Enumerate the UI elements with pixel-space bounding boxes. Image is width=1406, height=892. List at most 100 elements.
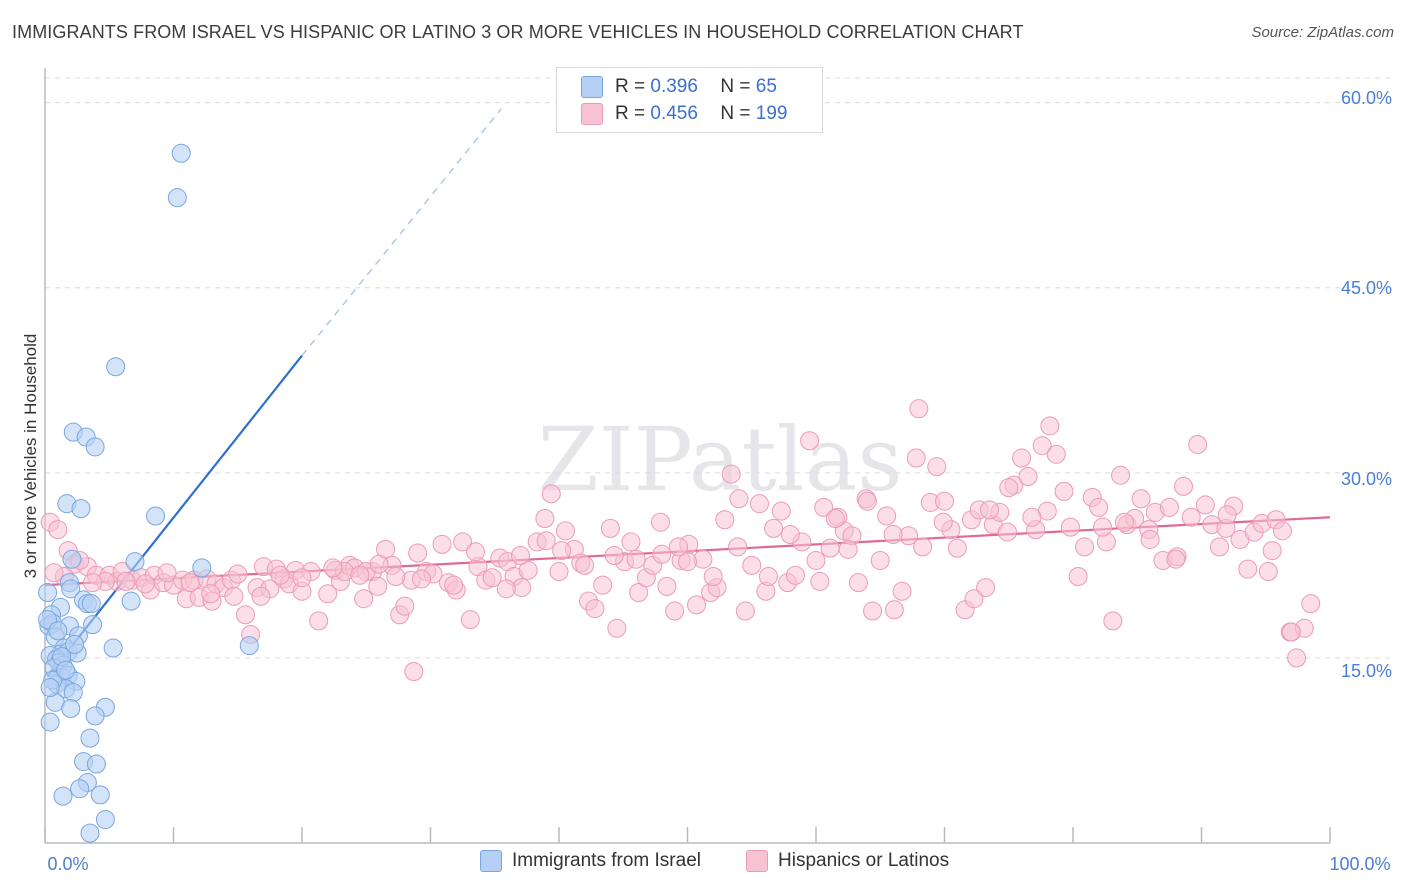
hispanic-point <box>1022 507 1042 527</box>
hispanic-point <box>1217 505 1237 525</box>
chart-title: IMMIGRANTS FROM ISRAEL VS HISPANIC OR LA… <box>12 22 1024 42</box>
hispanic-point <box>369 554 389 574</box>
hispanic-point <box>292 568 312 588</box>
hispanic-point <box>354 589 374 609</box>
israel-point <box>90 785 110 805</box>
hispanic-point <box>1032 436 1052 456</box>
hispanic-point <box>1068 566 1088 586</box>
hispanic-point <box>83 573 103 593</box>
israel-point <box>61 699 81 719</box>
legend-n-value: 199 <box>755 103 788 124</box>
israel-point <box>192 558 212 578</box>
axes <box>44 68 1331 844</box>
hispanic-point <box>1018 467 1038 487</box>
hispanic-point <box>496 579 516 599</box>
hispanic-point <box>964 589 984 609</box>
israel-point <box>70 779 90 799</box>
bottom-legend-swatch-hispanic <box>746 850 768 872</box>
hispanic-point <box>1166 549 1186 569</box>
hispanic-point <box>810 571 830 591</box>
legend-row-hispanic: R = 0.456 N = 199 <box>581 101 787 127</box>
israel-point <box>40 678 60 698</box>
hispanic-point <box>453 532 473 552</box>
hispanic-point <box>432 534 452 554</box>
hispanic-point <box>1258 562 1278 582</box>
hispanic-point <box>626 549 646 569</box>
hispanic-point <box>1287 648 1307 668</box>
hispanic-point <box>909 399 929 419</box>
israel-point <box>239 636 259 656</box>
hispanic-point <box>412 569 432 589</box>
israel-point <box>146 506 166 526</box>
hispanic-point <box>884 600 904 620</box>
israel-point <box>125 552 145 572</box>
hispanic-point <box>1174 476 1194 496</box>
hispanic-point <box>657 576 677 596</box>
bottom-legend: Immigrants from Israel Hispanics or Lati… <box>0 850 1406 880</box>
hispanic-point <box>604 546 624 566</box>
hispanic-point <box>1093 517 1113 537</box>
bottom-legend-label-israel: Immigrants from Israel <box>512 850 701 871</box>
hispanic-point <box>535 508 555 528</box>
trend-line-israel-dashed <box>301 108 502 356</box>
hispanic-point <box>913 537 933 557</box>
hispanic-point <box>825 508 845 528</box>
bottom-legend-swatch-israel <box>480 850 502 872</box>
legend-swatch-hispanic <box>581 103 603 125</box>
hispanic-point <box>785 565 805 585</box>
hispanic-point <box>906 448 926 468</box>
hispanic-point <box>201 584 221 604</box>
hispanic-point <box>800 431 820 451</box>
hispanic-point <box>735 601 755 621</box>
hispanic-point <box>806 550 826 570</box>
hispanic-point <box>541 484 561 504</box>
legend-n-label: N = <box>720 103 751 124</box>
israel-point <box>56 660 76 680</box>
hispanic-point <box>482 568 502 588</box>
x-tick-left: 0.0% <box>47 854 88 874</box>
hispanic-point <box>1111 465 1131 485</box>
hispanic-point <box>764 518 784 538</box>
hispanic-point <box>1209 537 1229 557</box>
hispanic-point <box>552 541 572 561</box>
hispanic-point <box>1114 512 1134 532</box>
legend: R = 0.396 N = 65 R = 0.456 N = 199 <box>556 67 823 133</box>
hispanic-point <box>669 537 689 557</box>
hispanic-point <box>404 661 424 681</box>
hispanic-point <box>180 573 200 593</box>
hispanic-point <box>1060 517 1080 537</box>
hispanic-point <box>1281 622 1301 642</box>
israel-point <box>80 823 100 843</box>
bottom-legend-israel: Immigrants from Israel <box>480 850 701 872</box>
hispanic-point <box>814 497 834 517</box>
hispanic-point <box>593 575 613 595</box>
israel-points <box>38 143 259 843</box>
hispanic-point <box>838 539 858 559</box>
hispanic-point <box>652 544 672 564</box>
israel-point <box>65 634 85 654</box>
hispanic-point <box>1195 495 1215 515</box>
hispanic-point <box>742 555 762 575</box>
hispanic-point <box>395 596 415 616</box>
hispanic-point <box>1159 497 1179 517</box>
hispanic-point <box>728 537 748 557</box>
hispanic-point <box>1046 444 1066 464</box>
israel-point <box>40 712 60 732</box>
hispanic-point <box>44 563 64 583</box>
hispanic-point <box>157 563 177 583</box>
hispanic-points <box>40 399 1321 681</box>
hispanic-point <box>309 611 329 631</box>
hispanic-point <box>1272 521 1292 541</box>
hispanic-point <box>780 525 800 545</box>
hispanic-point <box>848 573 868 593</box>
hispanic-point <box>892 581 912 601</box>
hispanic-point <box>651 512 671 532</box>
hispanic-point <box>408 543 428 563</box>
hispanic-point <box>135 574 155 594</box>
legend-swatch-israel <box>581 76 603 98</box>
israel-point <box>61 579 81 599</box>
hispanic-point <box>555 521 575 541</box>
hispanic-point <box>1075 537 1095 557</box>
hispanic-point <box>1262 541 1282 561</box>
